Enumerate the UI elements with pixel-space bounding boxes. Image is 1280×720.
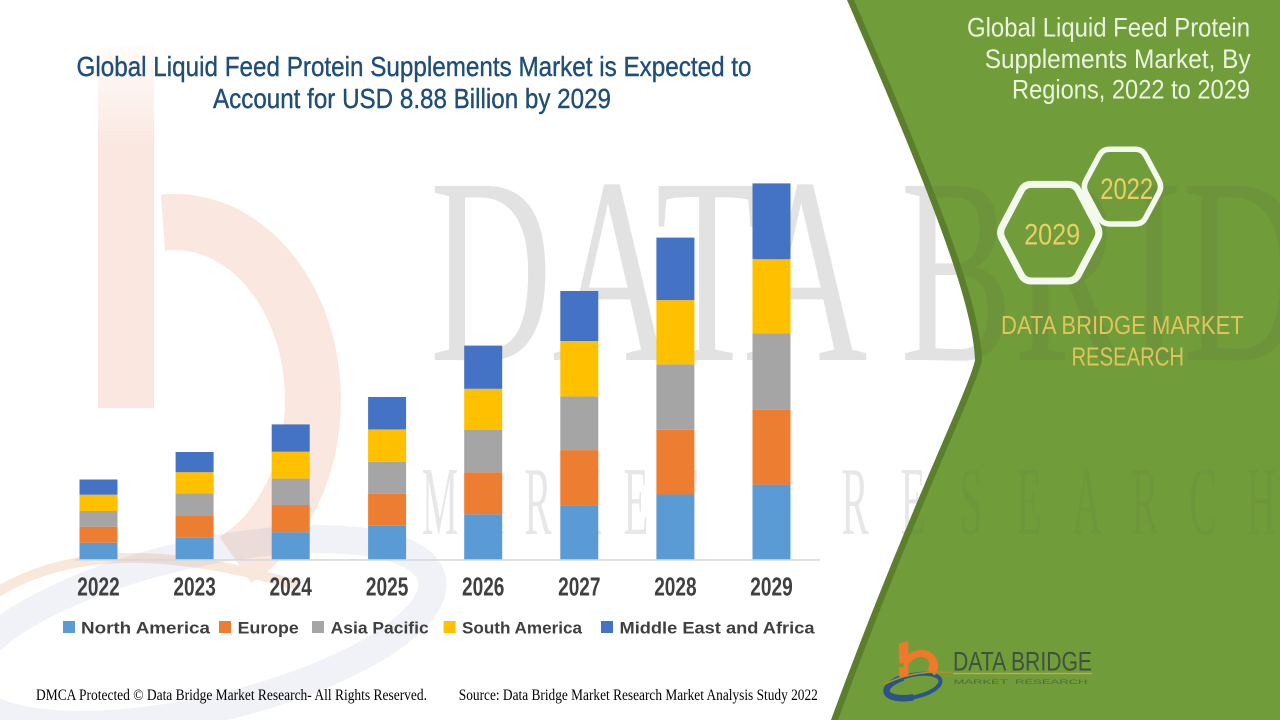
svg-text:2022: 2022 [1100,173,1153,206]
svg-text:MARKET RESEARCH: MARKET RESEARCH [954,679,1089,686]
svg-text:2029: 2029 [750,574,792,602]
svg-text:M: M [422,449,458,556]
svg-text:Middle East and Africa: Middle East and Africa [620,619,816,638]
svg-text:2023: 2023 [173,574,215,602]
svg-text:R: R [841,449,868,556]
svg-text:2026: 2026 [462,574,504,602]
svg-text:DATA BRIDGE: DATA BRIDGE [953,647,1092,677]
svg-text:Global Liquid Feed Protein Sup: Global Liquid Feed Protein Supplements M… [77,51,752,82]
svg-text:DATA BRIDGE MARKET: DATA BRIDGE MARKET [1001,312,1244,340]
svg-text:E: E [624,449,649,556]
svg-text:Source: Data Bridge Market Res: Source: Data Bridge Market Research Mark… [459,687,818,704]
svg-text:Global Liquid Feed Protein: Global Liquid Feed Protein [967,13,1250,43]
svg-text:DMCA Protected © Data Bridge M: DMCA Protected © Data Bridge Market Rese… [36,687,427,704]
svg-text:RESEARCH: RESEARCH [1071,344,1184,372]
svg-text:R: R [524,449,551,556]
svg-text:Asia Pacific: Asia Pacific [331,619,429,638]
svg-text:Account for USD 8.88 Billion b: Account for USD 8.88 Billion by 2029 [213,83,611,114]
svg-text:2024: 2024 [270,574,313,602]
svg-text:2029: 2029 [1024,218,1080,251]
svg-text:North America: North America [81,619,211,638]
svg-text:2025: 2025 [366,574,408,602]
svg-text:2028: 2028 [654,574,696,602]
svg-text:Supplements Market, By: Supplements Market, By [985,44,1251,74]
svg-text:2022: 2022 [77,574,119,602]
svg-text:Regions, 2022 to 2029: Regions, 2022 to 2029 [1012,74,1250,104]
svg-text:South America: South America [462,619,583,638]
svg-text:2027: 2027 [558,574,600,602]
svg-text:Europe: Europe [238,619,299,638]
